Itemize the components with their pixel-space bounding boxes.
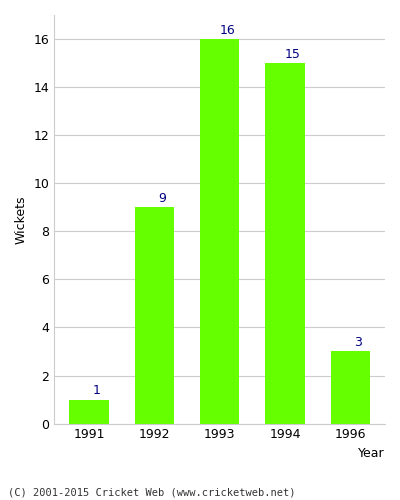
Bar bbox=[135, 208, 174, 424]
Text: 15: 15 bbox=[285, 48, 301, 60]
Text: 9: 9 bbox=[158, 192, 166, 205]
Text: (C) 2001-2015 Cricket Web (www.cricketweb.net): (C) 2001-2015 Cricket Web (www.cricketwe… bbox=[8, 488, 296, 498]
Bar bbox=[69, 400, 108, 423]
Text: 1: 1 bbox=[93, 384, 101, 397]
Text: 3: 3 bbox=[354, 336, 362, 349]
Y-axis label: Wickets: Wickets bbox=[15, 195, 28, 244]
Bar bbox=[265, 63, 305, 424]
Bar bbox=[331, 352, 370, 424]
X-axis label: Year: Year bbox=[358, 447, 385, 460]
Text: 16: 16 bbox=[220, 24, 235, 36]
Bar bbox=[200, 39, 239, 424]
